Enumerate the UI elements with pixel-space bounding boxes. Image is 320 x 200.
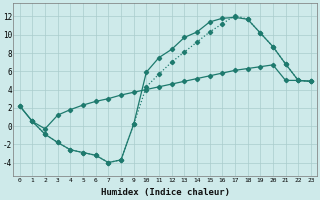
X-axis label: Humidex (Indice chaleur): Humidex (Indice chaleur) <box>101 188 230 197</box>
